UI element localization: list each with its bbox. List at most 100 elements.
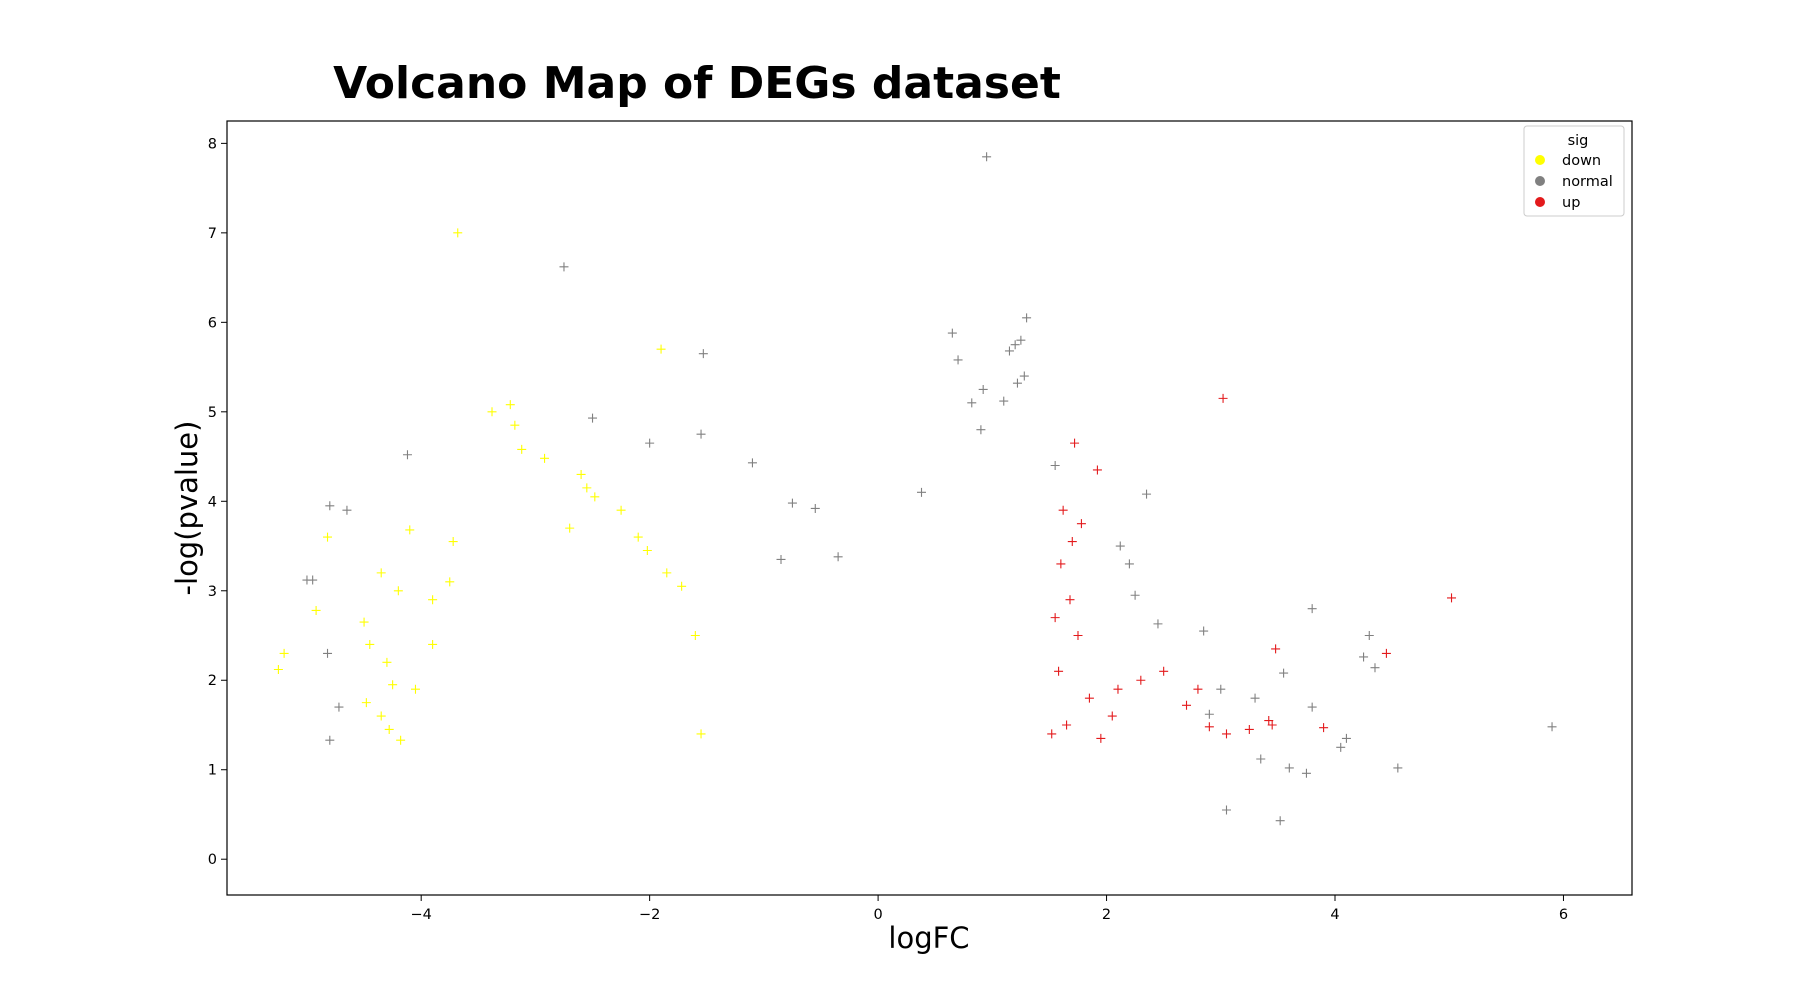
data-point-normal <box>1307 604 1317 614</box>
data-point-up <box>1092 465 1102 475</box>
data-point-up <box>1062 720 1072 730</box>
data-point-up <box>1076 519 1086 529</box>
data-point-normal <box>1130 590 1140 600</box>
x-tick-label: 6 <box>1559 907 1568 923</box>
data-point-down <box>396 735 406 745</box>
data-point-normal <box>1284 763 1294 773</box>
data-point-down <box>273 665 283 675</box>
data-point-normal <box>645 438 655 448</box>
data-point-normal <box>696 429 706 439</box>
data-point-down <box>453 228 463 238</box>
data-point-down <box>365 639 375 649</box>
data-point-down <box>376 711 386 721</box>
data-point-up <box>1056 559 1066 569</box>
data-point-normal <box>917 487 927 497</box>
data-point-normal <box>559 262 569 272</box>
data-point-up <box>1107 711 1117 721</box>
data-point-down <box>428 595 438 605</box>
data-point-normal <box>1010 340 1020 350</box>
data-point-normal <box>1275 816 1285 826</box>
data-point-normal <box>342 505 352 515</box>
data-point-down <box>540 453 550 463</box>
legend-label-down: down <box>1562 153 1601 169</box>
data-point-normal <box>1307 702 1317 712</box>
legend-label-normal: normal <box>1562 174 1613 190</box>
data-point-normal <box>1050 460 1060 470</box>
data-point-normal <box>1115 541 1125 551</box>
data-point-normal <box>999 396 1009 406</box>
data-point-normal <box>1256 754 1266 764</box>
data-point-down <box>510 420 520 430</box>
data-point-normal <box>1547 722 1557 732</box>
data-point-down <box>590 492 600 502</box>
plot-frame <box>226 120 1633 896</box>
data-point-normal <box>402 450 412 460</box>
data-point-down <box>382 657 392 667</box>
data-point-up <box>1159 666 1169 676</box>
data-point-down <box>279 648 289 658</box>
data-point-down <box>376 568 386 578</box>
data-point-up <box>1067 537 1077 547</box>
data-point-down <box>582 483 592 493</box>
x-tick-label: 2 <box>1102 907 1111 923</box>
legend-marker-down <box>1535 155 1545 165</box>
data-point-down <box>690 631 700 641</box>
x-tick-label: 0 <box>873 907 882 923</box>
y-tick-label: 3 <box>208 584 217 600</box>
y-tick-label: 8 <box>208 136 217 152</box>
data-point-down <box>633 532 643 542</box>
data-point-down <box>359 617 369 627</box>
data-point-normal <box>787 498 797 508</box>
data-point-down <box>696 729 706 739</box>
data-point-up <box>1065 595 1075 605</box>
data-point-normal <box>978 384 988 394</box>
data-point-up <box>1381 648 1391 658</box>
data-point-up <box>1267 720 1277 730</box>
series-normal <box>302 152 1557 826</box>
data-point-normal <box>776 554 786 564</box>
data-point-down <box>405 525 415 535</box>
data-point-normal <box>1022 313 1032 323</box>
data-point-down <box>311 605 321 615</box>
data-point-down <box>487 407 497 417</box>
y-tick-label: 7 <box>208 226 217 242</box>
data-point-normal <box>588 413 598 423</box>
data-point-normal <box>1221 805 1231 815</box>
data-point-down <box>323 532 333 542</box>
data-point-up <box>1113 684 1123 694</box>
y-axis: 0 1 2 3 4 5 6 7 8 <box>208 136 227 868</box>
data-point-normal <box>1336 742 1346 752</box>
series-down <box>273 228 706 745</box>
series-up <box>1047 393 1457 743</box>
data-point-up <box>1070 438 1080 448</box>
data-point-down <box>517 444 527 454</box>
data-point-normal <box>1016 335 1026 345</box>
data-point-normal <box>1359 652 1369 662</box>
y-axis-label: -log(pvalue) <box>170 421 204 596</box>
data-point-normal <box>982 152 992 162</box>
x-tick-label: −2 <box>639 907 660 923</box>
data-point-down <box>662 568 672 578</box>
data-point-normal <box>833 552 843 562</box>
data-point-up <box>1096 733 1106 743</box>
y-tick-label: 6 <box>208 315 217 331</box>
data-point-normal <box>1341 733 1351 743</box>
legend: sig down normal up <box>1523 125 1625 217</box>
data-point-down <box>410 684 420 694</box>
data-point-up <box>1244 724 1254 734</box>
data-point-normal <box>976 425 986 435</box>
data-point-normal <box>1004 346 1014 356</box>
data-point-up <box>1218 393 1228 403</box>
data-point-normal <box>323 648 333 658</box>
data-point-down <box>656 344 666 354</box>
data-point-normal <box>334 702 344 712</box>
data-point-normal <box>747 458 757 468</box>
data-point-normal <box>1216 684 1226 694</box>
data-point-down <box>388 680 398 690</box>
x-tick-label: 4 <box>1330 907 1339 923</box>
x-tick-label: −4 <box>410 907 431 923</box>
data-point-down <box>361 698 371 708</box>
data-point-down <box>576 469 586 479</box>
